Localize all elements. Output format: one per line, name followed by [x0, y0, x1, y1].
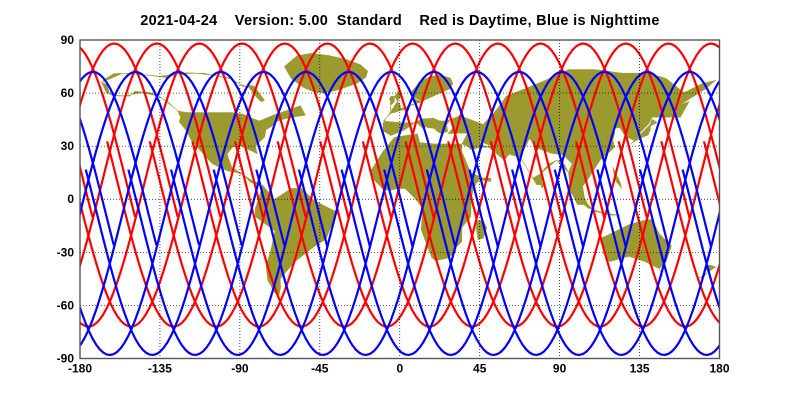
- svg-text:-45: -45: [311, 362, 329, 376]
- svg-text:-180: -180: [68, 362, 92, 376]
- svg-text:90: 90: [61, 33, 75, 47]
- svg-text:60: 60: [61, 86, 75, 100]
- svg-text:0: 0: [396, 362, 403, 376]
- svg-text:180: 180: [709, 362, 729, 376]
- svg-text:45: 45: [473, 362, 487, 376]
- svg-text:-135: -135: [148, 362, 172, 376]
- svg-text:-90: -90: [231, 362, 249, 376]
- svg-text:0: 0: [67, 192, 74, 206]
- svg-text:30: 30: [61, 139, 75, 153]
- svg-text:-60: -60: [57, 298, 75, 312]
- svg-text:-30: -30: [57, 245, 75, 259]
- svg-text:90: 90: [553, 362, 567, 376]
- svg-text:135: 135: [630, 362, 650, 376]
